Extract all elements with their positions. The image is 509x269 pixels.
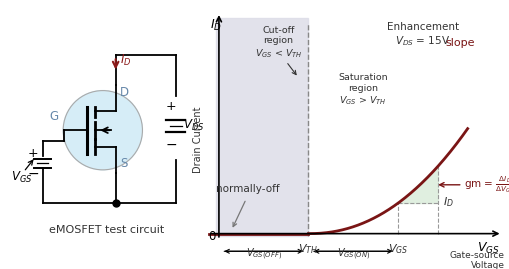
Text: gm = $\frac{\Delta I_D}{\Delta V_{GS}}$: gm = $\frac{\Delta I_D}{\Delta V_{GS}}$ <box>463 174 509 195</box>
Text: $V_{TH}$: $V_{TH}$ <box>298 242 318 256</box>
Text: −: − <box>166 138 177 152</box>
Text: 0: 0 <box>208 231 215 243</box>
Text: normally-off: normally-off <box>216 183 279 193</box>
Text: $V_{GS}$: $V_{GS}$ <box>476 240 499 256</box>
Text: S: S <box>120 157 127 170</box>
Text: slope: slope <box>444 38 474 48</box>
Text: $V_{GS(ON)}$: $V_{GS(ON)}$ <box>336 247 369 262</box>
Text: $V_{GS}$: $V_{GS}$ <box>387 242 407 256</box>
Text: G: G <box>49 109 58 122</box>
Text: $V_{DS}$: $V_{DS}$ <box>183 118 204 133</box>
Text: Cut-off
region
$V_{GS}$ < $V_{TH}$: Cut-off region $V_{GS}$ < $V_{TH}$ <box>254 26 302 60</box>
Text: $I_D$: $I_D$ <box>210 18 221 33</box>
Text: +: + <box>166 100 176 113</box>
Text: Saturation
region
$V_{GS}$ > $V_{TH}$: Saturation region $V_{GS}$ > $V_{TH}$ <box>337 73 387 107</box>
Text: eMOSFET test circuit: eMOSFET test circuit <box>49 225 164 235</box>
Polygon shape <box>397 167 437 203</box>
Text: $I_D$: $I_D$ <box>442 195 453 208</box>
Text: Gate-source
Voltage: Gate-source Voltage <box>449 251 504 269</box>
Text: D: D <box>120 86 129 99</box>
Text: Enhancement
$V_{DS}$ = 15V: Enhancement $V_{DS}$ = 15V <box>386 22 458 48</box>
Circle shape <box>63 91 142 170</box>
Bar <box>216 18 308 236</box>
Text: −: − <box>28 167 39 181</box>
Text: Drain Current: Drain Current <box>192 106 203 172</box>
Text: $V_{GS}$: $V_{GS}$ <box>11 170 32 185</box>
Text: $I_D$: $I_D$ <box>120 53 131 68</box>
Text: +: + <box>28 147 38 160</box>
Text: $V_{GS(OFF)}$: $V_{GS(OFF)}$ <box>245 247 281 262</box>
